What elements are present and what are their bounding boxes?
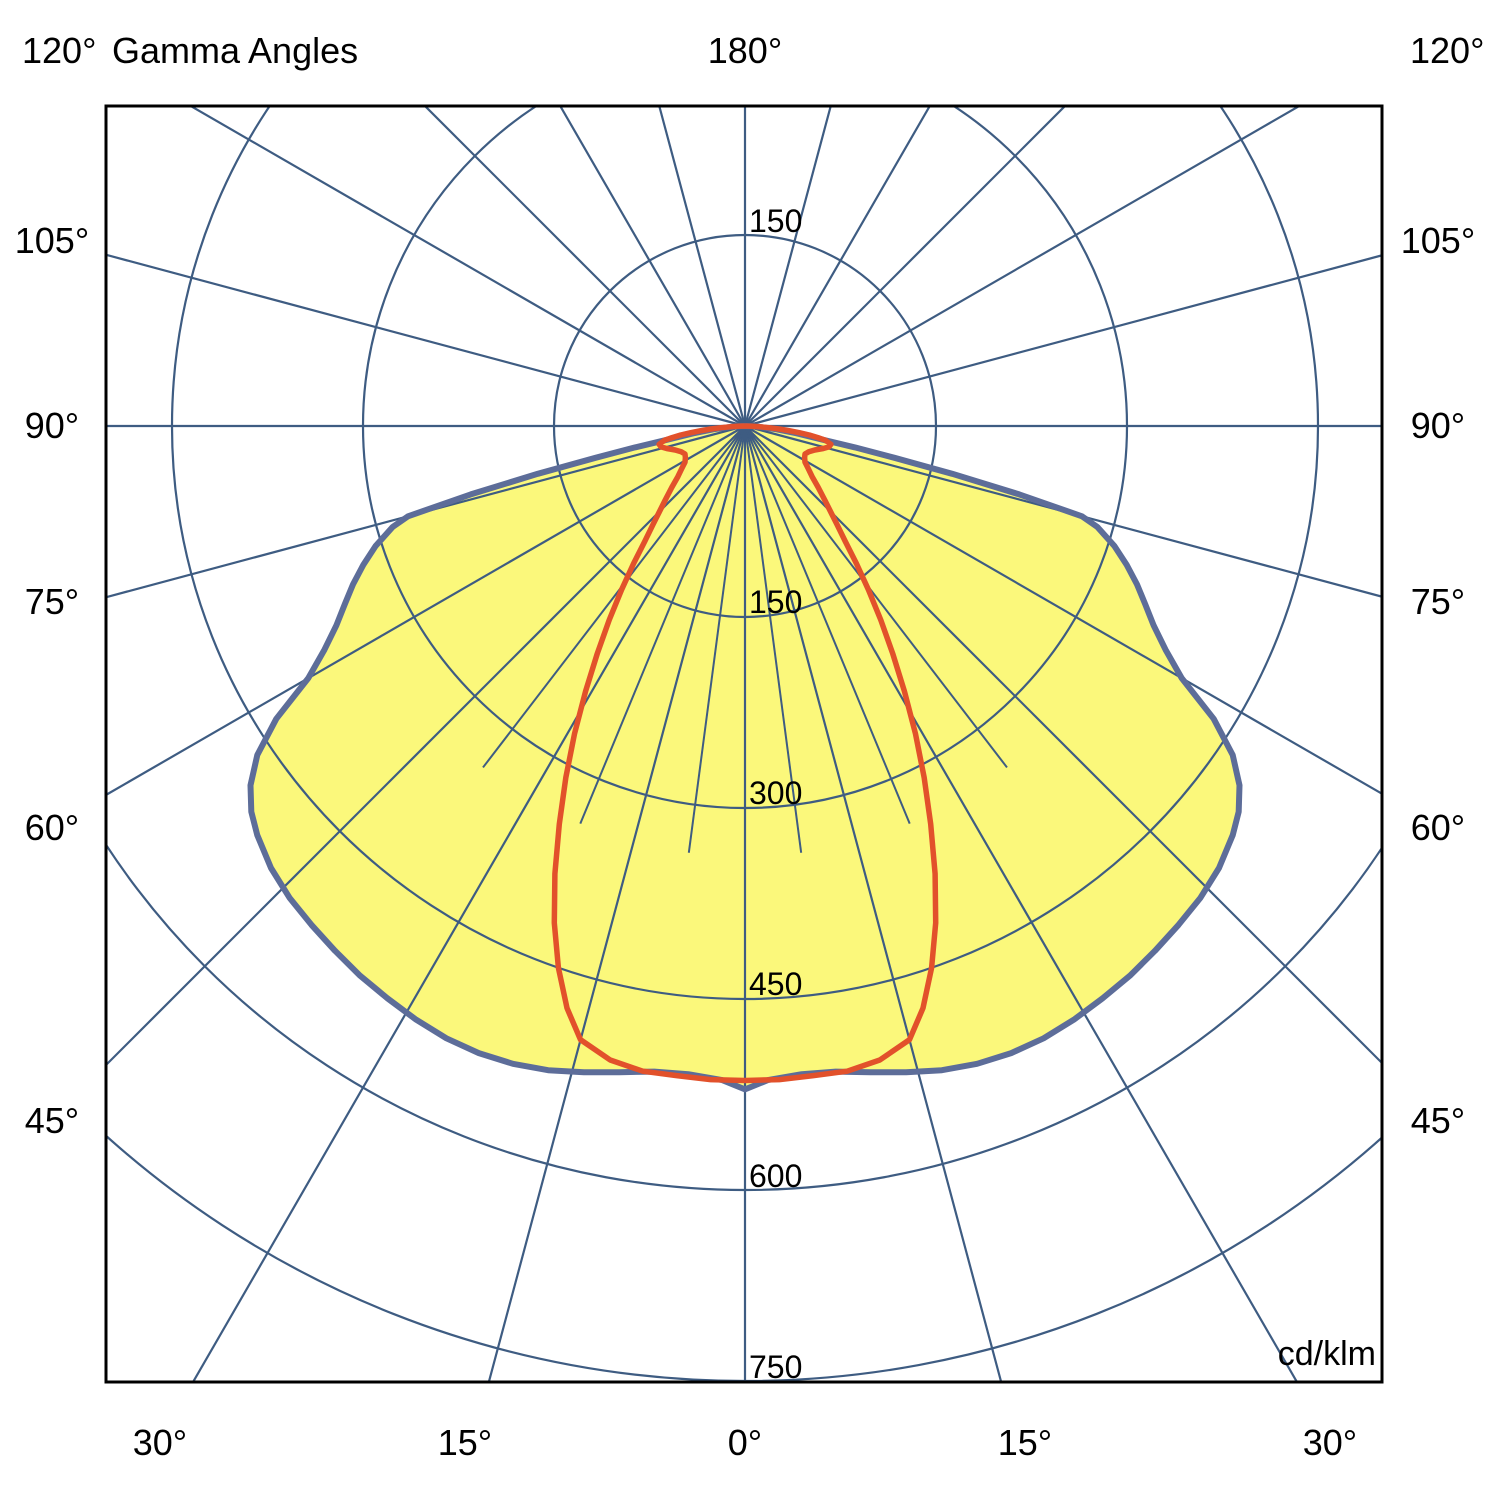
gamma-ray-135deg: [744, 106, 1067, 427]
gamma-ray-165deg: [743, 106, 832, 427]
gamma-ray-330deg: [191, 425, 746, 1382]
bottom-angle-label-1: 15°: [438, 1422, 492, 1463]
ring-value-label-0: 150: [749, 203, 802, 239]
gamma-ray-300deg: [106, 425, 746, 797]
left-angle-label-105: 105°: [15, 220, 89, 261]
gamma-ray-225deg: [423, 106, 746, 427]
gamma-ray-30deg: [744, 425, 1299, 1382]
gamma-ray-255deg: [106, 253, 746, 428]
gamma-ray-120deg: [744, 106, 1302, 427]
gamma-ray-105deg: [744, 254, 1382, 428]
plot-border: [104, 104, 1384, 1384]
gamma-fine-ray-22.5deg: [744, 425, 911, 825]
bottom-angle-label-2: 0°: [728, 1422, 762, 1463]
gamma-ray-210deg: [558, 106, 746, 427]
gamma-fine-ray-7.5deg: [744, 425, 803, 853]
gamma-fine-ray--22.5deg: [579, 425, 746, 825]
intensity-curve-layer: [247, 423, 1243, 1093]
left-angle-label-90: 90°: [25, 405, 79, 446]
gamma-ray-45deg: [744, 425, 1382, 1065]
corner-angle-label-top-left: 120°: [22, 30, 96, 71]
ring-value-label-2: 300: [749, 775, 802, 811]
gamma-ray-195deg: [658, 106, 747, 427]
chart-title: Gamma Angles: [112, 30, 358, 71]
gamma-ray-315deg: [106, 425, 746, 1067]
gamma-ray-15deg: [743, 425, 1003, 1382]
top-angle-label-180: 180°: [708, 30, 782, 71]
left-angle-label-75: 75°: [25, 581, 79, 622]
ring-value-label-1: 150: [749, 584, 802, 620]
bottom-angle-label-0: 30°: [133, 1422, 187, 1463]
gamma-ray-240deg: [188, 106, 746, 427]
left-angle-label-60: 60°: [25, 807, 79, 848]
right-angle-label-45: 45°: [1411, 1100, 1465, 1141]
gamma-ray-60deg: [744, 425, 1382, 796]
gamma-fine-ray--37.5deg: [482, 425, 746, 769]
ring-value-label-4: 600: [749, 1158, 802, 1194]
label-layer: 120° Gamma Angles 180° 120° cd/klm 105° 9…: [15, 30, 1485, 1463]
ring-value-label-5: 750: [749, 1349, 802, 1385]
gamma-fine-ray-37.5deg: [744, 425, 1008, 769]
right-angle-label-75: 75°: [1411, 581, 1465, 622]
c0-c180-intensity-curve: [247, 423, 1243, 1093]
unit-label: cd/klm: [1278, 1335, 1376, 1373]
gamma-ray-285deg: [106, 424, 746, 599]
left-angle-label-45: 45°: [25, 1100, 79, 1141]
gamma-ray-75deg: [744, 424, 1382, 598]
bottom-angle-label-4: 30°: [1303, 1422, 1357, 1463]
c90-c270-intensity-curve: [551, 423, 939, 1084]
gamma-ray-150deg: [744, 106, 932, 427]
gamma-ray-345deg: [487, 425, 747, 1382]
ring-value-label-3: 450: [749, 966, 802, 1002]
right-angle-label-60: 60°: [1411, 807, 1465, 848]
bottom-angle-label-3: 15°: [998, 1422, 1052, 1463]
right-angle-label-105: 105°: [1401, 220, 1475, 261]
corner-angle-label-top-right: 120°: [1410, 30, 1484, 71]
gamma-fine-ray--7.5deg: [687, 425, 746, 853]
right-angle-label-90: 90°: [1411, 405, 1465, 446]
